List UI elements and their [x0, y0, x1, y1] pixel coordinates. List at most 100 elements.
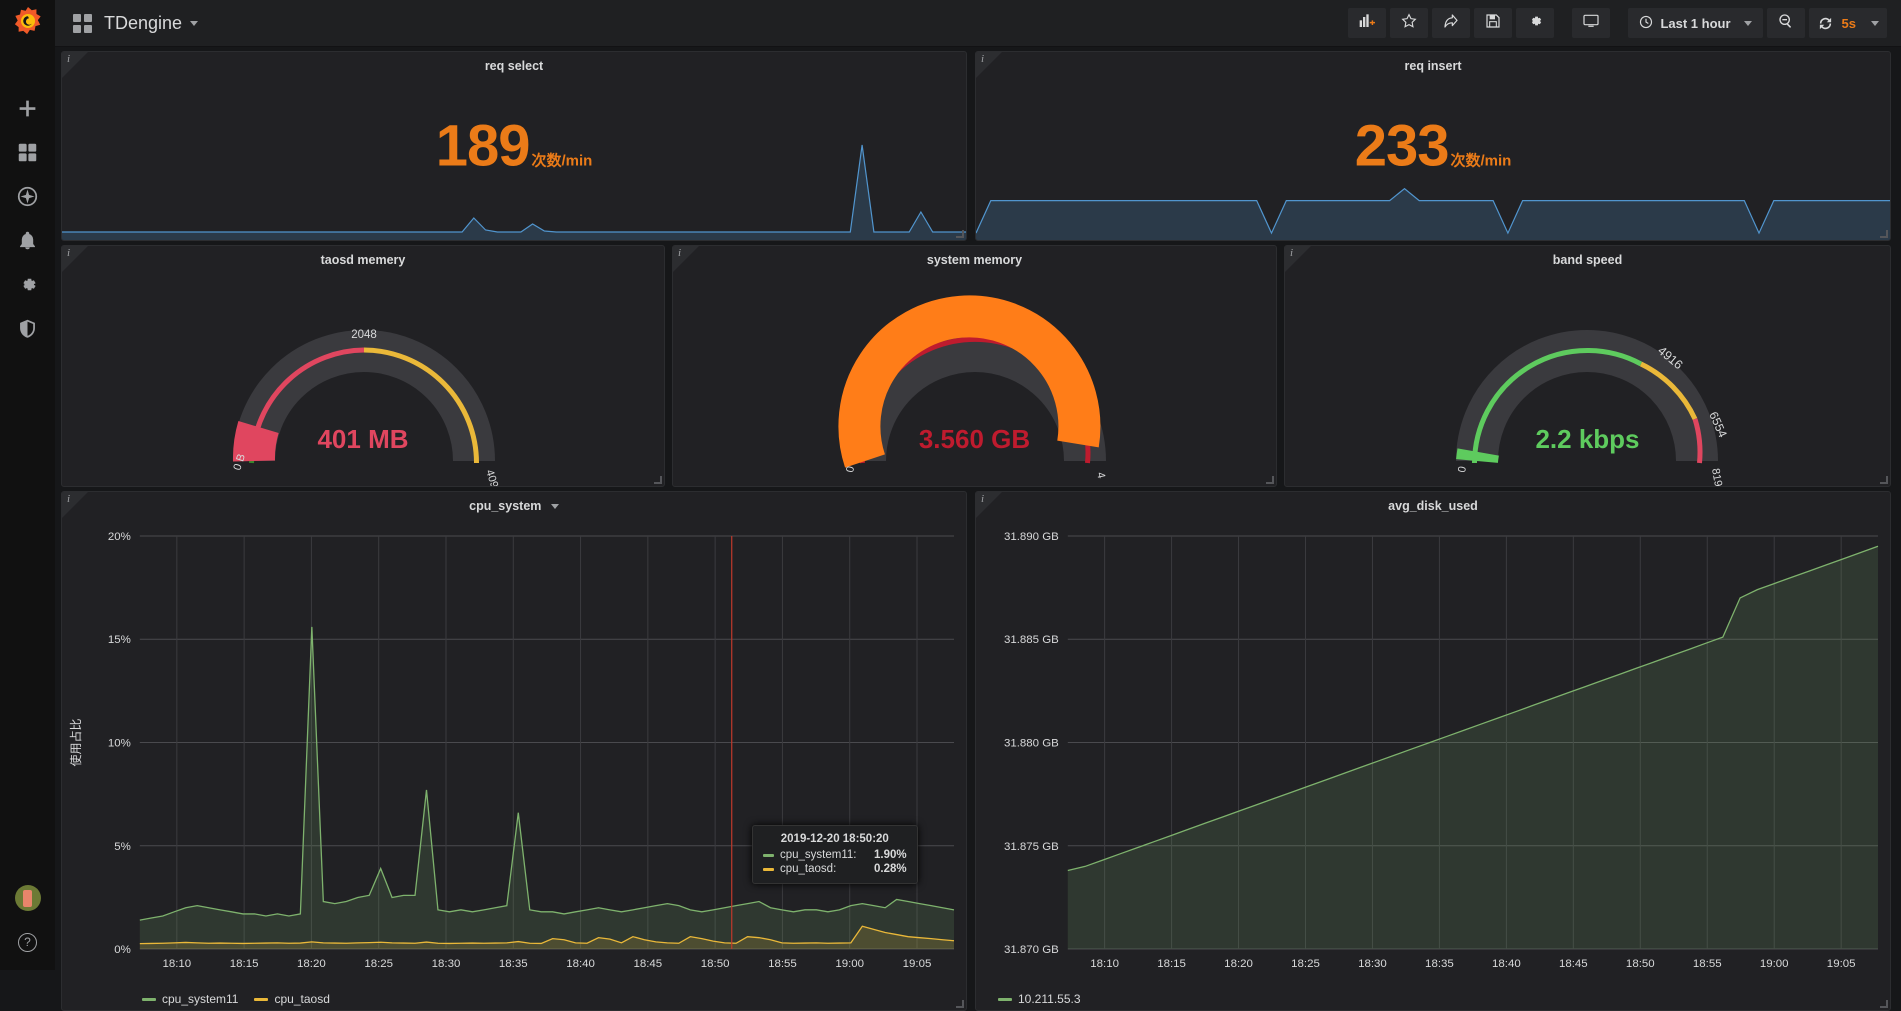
gauge-min-label: 0	[844, 465, 857, 473]
panel-resize-handle[interactable]	[1880, 476, 1888, 484]
panel-resize-handle[interactable]	[1880, 230, 1888, 238]
x-axis-tick: 18:50	[1626, 958, 1655, 970]
shield-icon	[17, 318, 38, 344]
dashboard-settings-button[interactable]	[1516, 8, 1554, 38]
page-title[interactable]: TDengine	[104, 13, 182, 34]
zoom-out-time-button[interactable]	[1767, 8, 1805, 38]
grafana-logo-icon	[13, 6, 43, 41]
grafana-logo-link[interactable]	[0, 0, 55, 47]
legend-item[interactable]: cpu_system11	[142, 992, 238, 1006]
refresh-icon[interactable]	[1809, 16, 1842, 31]
gauge-min-label: 0	[1456, 465, 1469, 473]
chevron-down-icon	[1744, 21, 1752, 26]
x-axis-tick: 18:30	[432, 958, 461, 970]
panel-corner-info	[976, 52, 1002, 78]
side-menu-bottom: ?	[15, 885, 41, 970]
bell-icon	[17, 230, 38, 256]
gear-icon	[17, 274, 38, 300]
panel-corner-info	[976, 492, 1002, 518]
sidebar-item-create[interactable]	[0, 89, 55, 133]
panel-title[interactable]: cpu_system	[62, 499, 966, 513]
panel-title[interactable]: taosd memery	[62, 253, 664, 267]
add-panel-button[interactable]	[1348, 8, 1386, 38]
panel-resize-handle[interactable]	[654, 476, 662, 484]
x-axis-tick: 18:10	[1090, 958, 1119, 970]
info-icon[interactable]: i	[678, 247, 681, 259]
plus-icon	[17, 98, 38, 124]
panel-band-speed[interactable]: i band speed 4916 6554 8192 0 2.2 kbps	[1284, 245, 1891, 487]
question-icon[interactable]: ?	[18, 933, 37, 952]
info-icon[interactable]: i	[981, 53, 984, 65]
panel-resize-handle[interactable]	[1880, 1000, 1888, 1008]
panel-title[interactable]: band speed	[1285, 253, 1890, 267]
x-axis-tick: 18:15	[1157, 958, 1186, 970]
chevron-down-icon[interactable]	[190, 21, 198, 26]
sidebar-item-explore[interactable]	[0, 177, 55, 221]
share-dashboard-button[interactable]	[1432, 8, 1470, 38]
info-icon[interactable]: i	[67, 53, 70, 65]
info-icon[interactable]: i	[1290, 247, 1293, 259]
panel-title[interactable]: req insert	[976, 59, 1890, 73]
y-axis-tick: 31.890 GB	[1004, 531, 1059, 543]
series-area	[140, 627, 954, 949]
mark-favorite-button[interactable]	[1390, 8, 1428, 38]
info-icon[interactable]: i	[67, 493, 70, 505]
panel-taosd-memery[interactable]: i taosd memery 2048 0 B 4096 401 MB	[61, 245, 665, 487]
y-axis-tick: 31.870 GB	[1004, 944, 1059, 956]
y-axis-label: 使用占比	[68, 719, 83, 767]
x-axis-tick: 19:05	[1827, 958, 1856, 970]
x-axis-tick: 18:10	[162, 958, 191, 970]
panel-resize-handle[interactable]	[1266, 476, 1274, 484]
navbar-left: TDengine	[55, 13, 198, 34]
panel-corner-info	[673, 246, 699, 272]
gauge-max-label: 4	[1094, 471, 1107, 479]
save-dashboard-button[interactable]	[1474, 8, 1512, 38]
y-axis-tick: 15%	[108, 634, 131, 646]
sidebar-item-alerting[interactable]	[0, 221, 55, 265]
legend-item[interactable]: cpu_taosd	[254, 992, 329, 1006]
x-axis-tick: 19:00	[1760, 958, 1789, 970]
y-axis-tick: 0%	[114, 944, 131, 956]
sparkline-req-select	[62, 140, 967, 240]
cycle-view-mode-button[interactable]	[1572, 8, 1610, 38]
time-range-picker[interactable]: Last 1 hour	[1628, 8, 1762, 38]
panel-system-memory[interactable]: i system memory 0 4 3.560 GB	[672, 245, 1277, 487]
panel-title[interactable]: req select	[62, 59, 966, 73]
clock-icon	[1639, 15, 1653, 32]
info-icon[interactable]: i	[981, 493, 984, 505]
x-axis-tick: 18:40	[566, 958, 595, 970]
y-axis-tick: 10%	[108, 737, 131, 749]
sidebar-item-dashboards[interactable]	[0, 133, 55, 177]
sidebar-item-server-admin[interactable]	[0, 309, 55, 353]
panel-title[interactable]: avg_disk_used	[976, 499, 1890, 513]
x-axis-tick: 18:25	[364, 958, 393, 970]
gauge-value: 401 MB	[62, 424, 664, 455]
chevron-down-icon[interactable]	[551, 504, 559, 509]
panel-resize-handle[interactable]	[956, 1000, 964, 1008]
avatar[interactable]	[15, 885, 41, 911]
panel-title[interactable]: system memory	[673, 253, 1276, 267]
x-axis-tick: 18:55	[1693, 958, 1722, 970]
avatar-glyph	[23, 890, 32, 907]
tooltip-series-value: 0.28%	[874, 863, 907, 875]
graph-tooltip: 2019-12-20 18:50:20 cpu_system11: 1.90% …	[752, 825, 918, 884]
tooltip-row: cpu_taosd: 0.28%	[763, 863, 907, 875]
stat-value: 233	[1355, 114, 1449, 179]
legend-item[interactable]: 10.211.55.3	[998, 992, 1081, 1006]
info-icon[interactable]: i	[67, 247, 70, 259]
sparkline-req-insert	[976, 180, 1891, 240]
gear-icon	[1527, 13, 1543, 34]
sidebar-item-configuration[interactable]	[0, 265, 55, 309]
refresh-picker[interactable]: 5s	[1809, 8, 1887, 38]
panel-resize-handle[interactable]	[956, 230, 964, 238]
y-axis-tick: 31.885 GB	[1004, 634, 1059, 646]
x-axis-tick: 19:00	[835, 958, 864, 970]
add-panel-icon	[1359, 13, 1375, 34]
